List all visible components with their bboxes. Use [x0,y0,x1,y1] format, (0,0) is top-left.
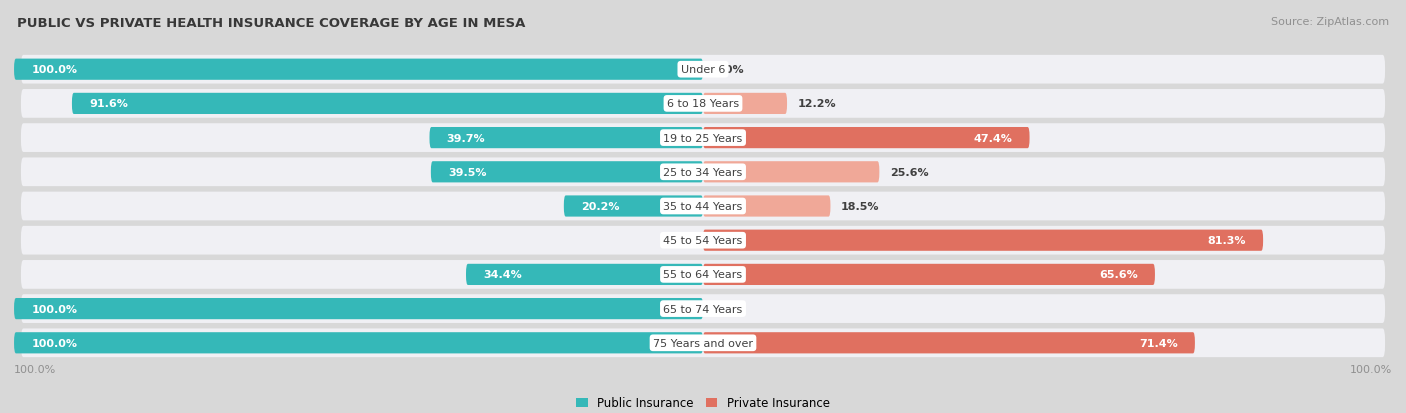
FancyBboxPatch shape [21,294,1385,323]
Text: 12.2%: 12.2% [797,99,837,109]
Text: 0.0%: 0.0% [662,236,693,246]
Text: 65.6%: 65.6% [1099,270,1137,280]
Text: 25 to 34 Years: 25 to 34 Years [664,167,742,177]
Text: 6 to 18 Years: 6 to 18 Years [666,99,740,109]
Text: 55 to 64 Years: 55 to 64 Years [664,270,742,280]
FancyBboxPatch shape [21,90,1385,119]
Text: 65 to 74 Years: 65 to 74 Years [664,304,742,314]
Text: 81.3%: 81.3% [1208,236,1246,246]
FancyBboxPatch shape [21,56,1385,84]
FancyBboxPatch shape [14,298,703,319]
Text: 39.5%: 39.5% [449,167,486,177]
Text: 91.6%: 91.6% [89,99,128,109]
FancyBboxPatch shape [703,230,1263,251]
FancyBboxPatch shape [430,162,703,183]
FancyBboxPatch shape [703,162,879,183]
FancyBboxPatch shape [21,158,1385,187]
Text: 18.5%: 18.5% [841,202,879,211]
Text: 47.4%: 47.4% [973,133,1012,143]
FancyBboxPatch shape [429,128,703,149]
Text: 100.0%: 100.0% [14,364,56,374]
Text: 100.0%: 100.0% [31,304,77,314]
FancyBboxPatch shape [564,196,703,217]
Text: 35 to 44 Years: 35 to 44 Years [664,202,742,211]
Text: 45 to 54 Years: 45 to 54 Years [664,236,742,246]
FancyBboxPatch shape [703,264,1154,285]
Text: 100.0%: 100.0% [31,65,77,75]
Text: 25.6%: 25.6% [890,167,928,177]
Legend: Public Insurance, Private Insurance: Public Insurance, Private Insurance [571,392,835,413]
FancyBboxPatch shape [703,332,1195,354]
Text: 34.4%: 34.4% [484,270,522,280]
FancyBboxPatch shape [465,264,703,285]
Text: 75 Years and over: 75 Years and over [652,338,754,348]
Text: PUBLIC VS PRIVATE HEALTH INSURANCE COVERAGE BY AGE IN MESA: PUBLIC VS PRIVATE HEALTH INSURANCE COVER… [17,17,526,29]
FancyBboxPatch shape [14,59,703,81]
FancyBboxPatch shape [72,94,703,115]
FancyBboxPatch shape [21,226,1385,255]
FancyBboxPatch shape [21,261,1385,289]
Text: 0.0%: 0.0% [713,304,744,314]
FancyBboxPatch shape [14,332,703,354]
FancyBboxPatch shape [21,124,1385,152]
Text: 71.4%: 71.4% [1139,338,1178,348]
Text: 20.2%: 20.2% [581,202,620,211]
FancyBboxPatch shape [21,192,1385,221]
FancyBboxPatch shape [703,128,1029,149]
Text: Source: ZipAtlas.com: Source: ZipAtlas.com [1271,17,1389,26]
Text: 100.0%: 100.0% [1350,364,1392,374]
FancyBboxPatch shape [703,196,831,217]
Text: 0.0%: 0.0% [713,65,744,75]
FancyBboxPatch shape [703,94,787,115]
Text: 19 to 25 Years: 19 to 25 Years [664,133,742,143]
Text: Under 6: Under 6 [681,65,725,75]
Text: 39.7%: 39.7% [447,133,485,143]
Text: 100.0%: 100.0% [31,338,77,348]
FancyBboxPatch shape [21,329,1385,357]
